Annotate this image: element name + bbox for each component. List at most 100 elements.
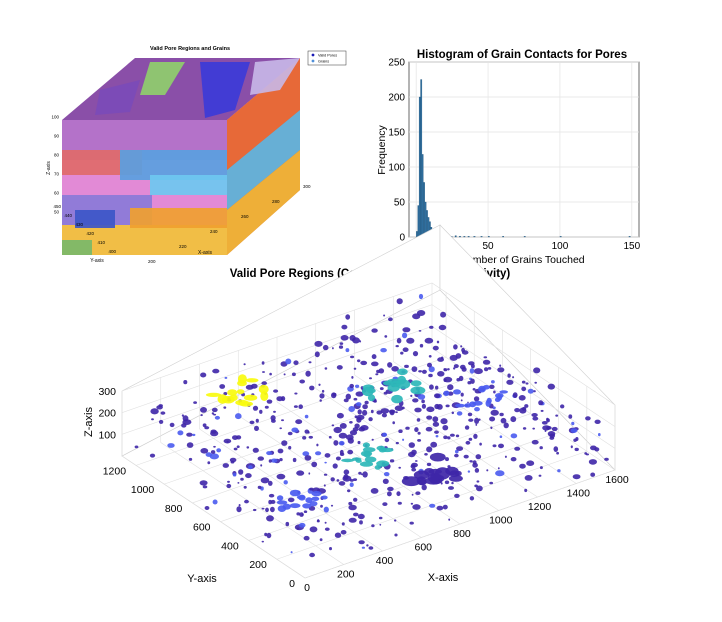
- pore-point: [531, 439, 539, 445]
- y-tick-label: 410: [97, 240, 105, 245]
- x-tick-label: 200: [148, 259, 156, 264]
- histogram-bar: [417, 205, 420, 238]
- pore-point: [447, 368, 450, 371]
- pore-point: [236, 506, 242, 513]
- pore-point: [395, 441, 399, 445]
- pore-point: [296, 527, 299, 530]
- pore-point: [594, 419, 601, 424]
- histogram-bar: [420, 79, 423, 238]
- pore-point: [268, 499, 273, 505]
- pore-point: [369, 377, 372, 380]
- pore-point: [472, 388, 476, 391]
- pore-point: [461, 367, 467, 372]
- pore-point: [296, 512, 301, 516]
- grain-patches: [62, 58, 300, 255]
- x-tick-label: 400: [376, 555, 394, 567]
- y-tick-label: 50: [394, 198, 406, 209]
- pore-point: [456, 446, 464, 451]
- pore-point: [604, 457, 609, 461]
- histogram-bar: [487, 236, 490, 238]
- y-tick-label: 1200: [103, 465, 127, 477]
- pore-point: [402, 332, 408, 339]
- pore-point: [202, 423, 207, 428]
- pore-point: [382, 478, 389, 484]
- pore-point: [341, 522, 345, 526]
- pore-point: [332, 463, 338, 469]
- pore-point: [330, 504, 334, 507]
- pore-point: [339, 342, 344, 345]
- pore-point: [443, 368, 446, 371]
- pore-point: [309, 385, 315, 391]
- pore-point: [358, 471, 362, 475]
- pore-point: [398, 466, 402, 469]
- cluster-region: [276, 500, 288, 505]
- pore-point: [364, 400, 369, 405]
- pore-point: [324, 453, 331, 458]
- pore-point: [338, 432, 348, 439]
- pore-point: [244, 499, 249, 504]
- grain-patch: [130, 208, 227, 228]
- pore-point: [345, 314, 351, 320]
- pore-point: [448, 486, 454, 490]
- pore-point: [252, 447, 259, 453]
- pore-point: [409, 521, 414, 525]
- pore-point: [453, 344, 458, 350]
- pore-point: [287, 497, 295, 503]
- pore-point: [549, 433, 555, 439]
- pore-point: [428, 373, 433, 378]
- pore-point: [169, 422, 175, 428]
- y-tick-label: 200: [249, 559, 267, 571]
- pore-point: [573, 438, 577, 442]
- pore-point: [158, 419, 164, 424]
- pore-point: [281, 419, 284, 422]
- pore-point: [387, 362, 393, 368]
- pore-point: [264, 532, 268, 537]
- pore-point: [336, 365, 343, 370]
- chart3-z-label: Z-axis: [83, 407, 95, 437]
- cluster-region: [374, 465, 381, 470]
- pore-point: [465, 440, 471, 445]
- pore-point: [226, 483, 232, 489]
- pore-point: [426, 446, 433, 453]
- chart1-x-label: X-axis: [198, 250, 212, 256]
- pore-point: [334, 532, 342, 538]
- z-tick-label: 100: [51, 115, 59, 120]
- pore-point: [359, 520, 363, 525]
- pore-point: [434, 393, 441, 399]
- cluster-region: [355, 459, 362, 463]
- pore-point: [283, 373, 286, 376]
- pore-point: [396, 337, 402, 344]
- pore-point: [260, 477, 270, 484]
- pore-point: [304, 455, 312, 461]
- pore-point: [428, 355, 432, 358]
- pore-point: [426, 415, 433, 420]
- pore-point: [271, 419, 276, 423]
- pore-point: [379, 387, 384, 391]
- pore-point: [245, 473, 252, 479]
- chart1-x-ticks: 200 220 240 260 280 300: [148, 184, 311, 264]
- chart2-y-ticks: 0 50 100 150 200 250: [388, 58, 405, 244]
- pore-point: [411, 467, 417, 472]
- pore-point: [219, 384, 226, 389]
- pore-point: [467, 401, 469, 404]
- pore-point: [473, 433, 478, 439]
- pore-point: [533, 390, 536, 393]
- pore-point: [469, 368, 475, 374]
- pore-point: [339, 423, 347, 429]
- histogram-bar: [628, 236, 631, 238]
- cluster-region: [397, 375, 406, 385]
- pore-point: [353, 497, 358, 502]
- pore-point: [320, 504, 323, 508]
- pore-point: [594, 447, 600, 452]
- pore-point: [149, 453, 156, 458]
- histogram-bar: [502, 236, 504, 238]
- chart1-z-label: Z-axis: [46, 161, 52, 175]
- pore-point: [362, 404, 368, 410]
- pore-point: [316, 443, 319, 447]
- y-tick-label: 250: [388, 58, 405, 69]
- chart1-legend: Valid Pores Grains: [307, 50, 347, 66]
- pore-point: [463, 454, 469, 459]
- pore-point: [410, 394, 413, 397]
- pore-point: [376, 410, 383, 415]
